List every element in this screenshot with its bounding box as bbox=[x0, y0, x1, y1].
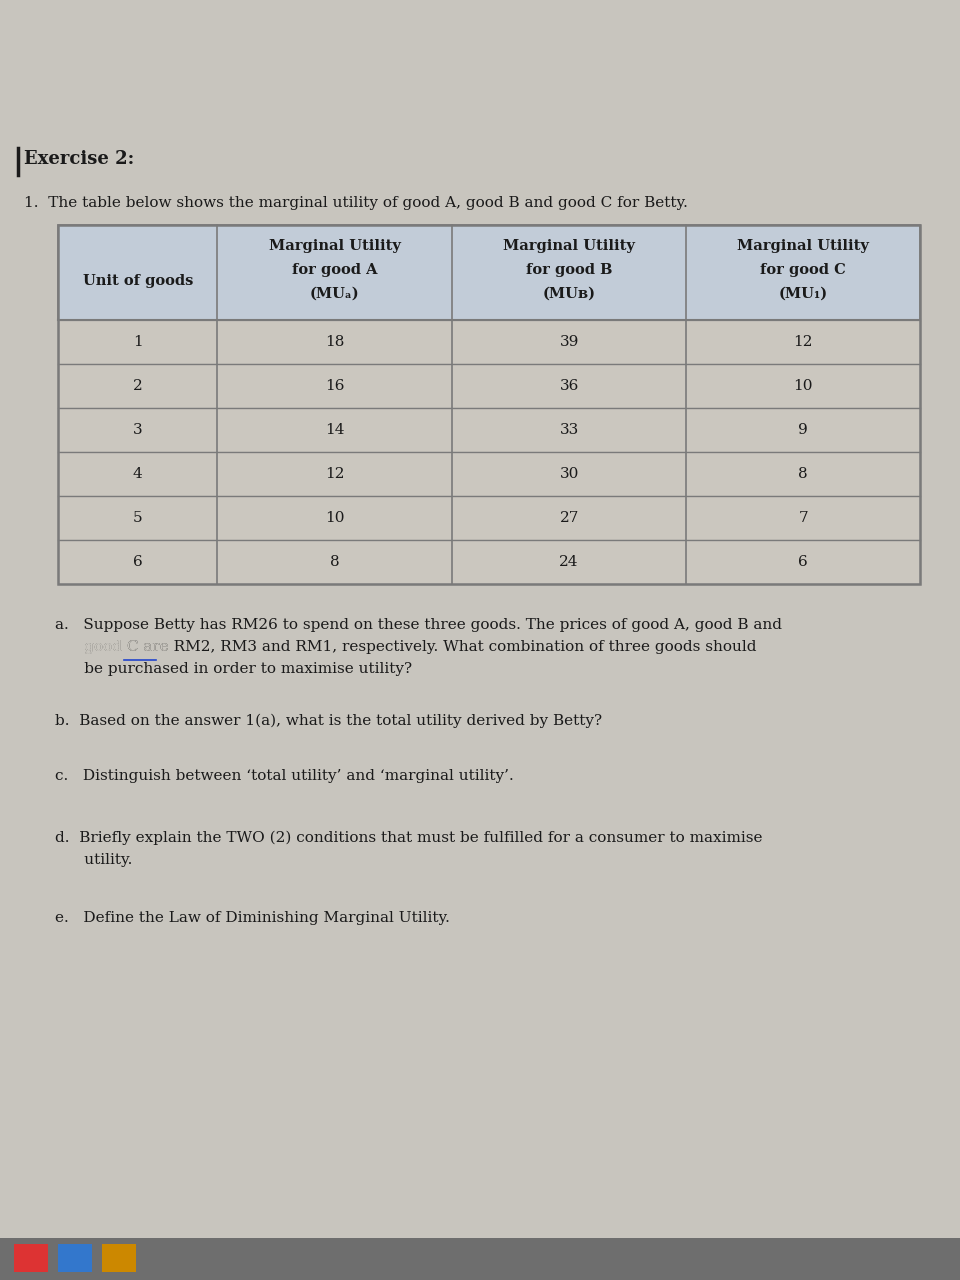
Text: 12: 12 bbox=[794, 335, 813, 349]
Text: d.  Briefly explain the TWO (2) conditions that must be fulfilled for a consumer: d. Briefly explain the TWO (2) condition… bbox=[55, 831, 762, 845]
Text: 14: 14 bbox=[324, 422, 345, 436]
Text: for good A: for good A bbox=[292, 262, 377, 276]
Bar bbox=[102, 1244, 136, 1272]
Bar bbox=[58, 452, 920, 495]
Bar bbox=[58, 495, 920, 540]
Text: 6: 6 bbox=[799, 556, 808, 570]
Bar bbox=[0, 1238, 960, 1280]
Bar bbox=[58, 408, 920, 452]
Text: for good B: for good B bbox=[526, 262, 612, 276]
Text: Marginal Utility: Marginal Utility bbox=[269, 239, 400, 253]
Text: good: good bbox=[55, 640, 127, 654]
Bar bbox=[58, 364, 920, 408]
Bar bbox=[58, 1244, 92, 1272]
Text: 1: 1 bbox=[132, 335, 143, 349]
Text: 18: 18 bbox=[325, 335, 345, 349]
Text: Marginal Utility: Marginal Utility bbox=[503, 239, 636, 253]
Text: 9: 9 bbox=[799, 422, 808, 436]
Text: 4: 4 bbox=[132, 467, 143, 481]
Text: (MU₁): (MU₁) bbox=[779, 287, 828, 301]
Text: be purchased in order to maximise utility?: be purchased in order to maximise utilit… bbox=[55, 662, 412, 676]
Text: good C are RM2, RM3 and RM1, respectively. What combination of three goods shoul: good C are RM2, RM3 and RM1, respectivel… bbox=[55, 640, 756, 654]
Text: (MUʙ): (MUʙ) bbox=[542, 287, 595, 301]
Text: 36: 36 bbox=[560, 379, 579, 393]
Text: 39: 39 bbox=[560, 335, 579, 349]
Text: 5: 5 bbox=[132, 511, 142, 525]
Bar bbox=[14, 1244, 48, 1272]
Bar bbox=[58, 225, 920, 584]
Text: 10: 10 bbox=[794, 379, 813, 393]
Text: 24: 24 bbox=[560, 556, 579, 570]
Text: 16: 16 bbox=[324, 379, 345, 393]
Text: 8: 8 bbox=[799, 467, 808, 481]
Text: 8: 8 bbox=[330, 556, 340, 570]
Text: c.   Distinguish between ‘total utility’ and ‘marginal utility’.: c. Distinguish between ‘total utility’ a… bbox=[55, 769, 514, 783]
Text: 33: 33 bbox=[560, 422, 579, 436]
Text: good C are: good C are bbox=[55, 640, 169, 654]
Text: 2: 2 bbox=[132, 379, 143, 393]
Bar bbox=[58, 320, 920, 364]
Text: 6: 6 bbox=[132, 556, 143, 570]
Text: Unit of goods: Unit of goods bbox=[83, 274, 193, 288]
Bar bbox=[58, 540, 920, 584]
Text: Marginal Utility: Marginal Utility bbox=[737, 239, 869, 253]
Text: 7: 7 bbox=[799, 511, 808, 525]
Text: utility.: utility. bbox=[55, 852, 132, 867]
Text: b.  Based on the answer 1(a), what is the total utility derived by Betty?: b. Based on the answer 1(a), what is the… bbox=[55, 714, 602, 728]
Bar bbox=[58, 225, 920, 320]
Text: 10: 10 bbox=[324, 511, 345, 525]
Text: Exercise 2:: Exercise 2: bbox=[24, 150, 134, 168]
Text: 1.  The table below shows the marginal utility of good A, good B and good C for : 1. The table below shows the marginal ut… bbox=[24, 196, 688, 210]
Text: 12: 12 bbox=[324, 467, 345, 481]
Text: 27: 27 bbox=[560, 511, 579, 525]
Text: e.   Define the Law of Diminishing Marginal Utility.: e. Define the Law of Diminishing Margina… bbox=[55, 911, 450, 925]
Text: a.   Suppose Betty has RM26 to spend on these three goods. The prices of good A,: a. Suppose Betty has RM26 to spend on th… bbox=[55, 618, 782, 632]
Text: (MUₐ): (MUₐ) bbox=[310, 287, 359, 301]
Text: 3: 3 bbox=[132, 422, 142, 436]
Text: 30: 30 bbox=[560, 467, 579, 481]
Text: for good C: for good C bbox=[760, 262, 846, 276]
